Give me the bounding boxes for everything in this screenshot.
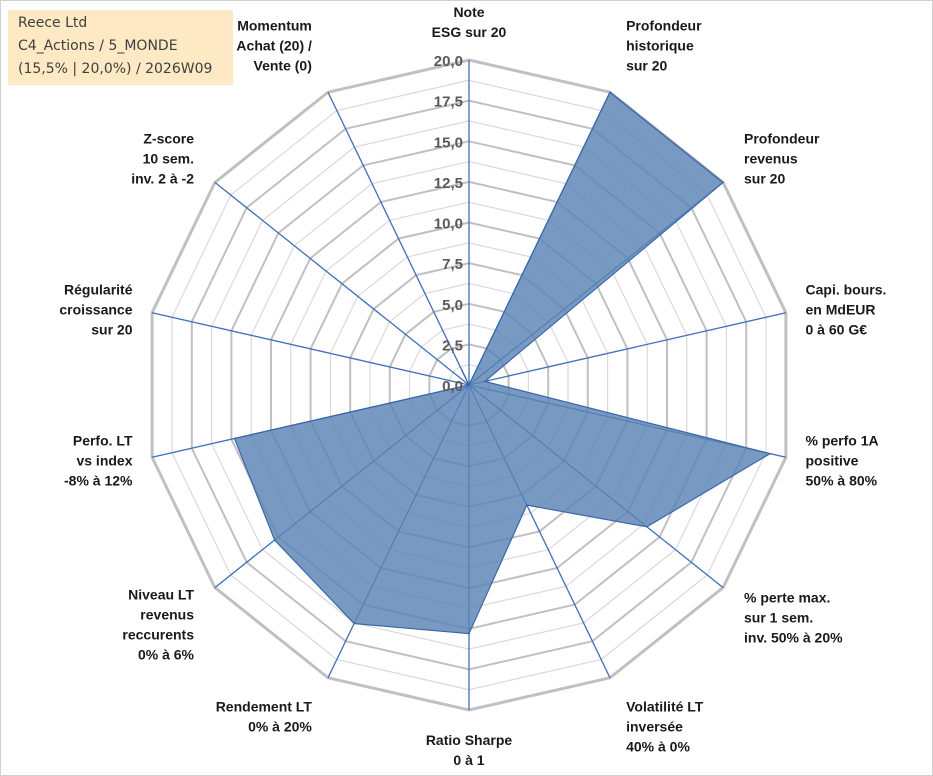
radar-axis-label-line: Capi. bours. — [806, 282, 887, 298]
radar-axis-label-line: inv. 50% à 20% — [744, 629, 843, 645]
radar-point — [484, 380, 486, 383]
radar-tick-labels: 0,0 2,5 5,0 7,5 10,0 12,5 15,0 17,5 20,0 — [434, 53, 463, 395]
radar-point — [468, 632, 470, 635]
radar-point — [461, 369, 463, 372]
radar-tick-label: 20,0 — [434, 53, 463, 70]
radar-axis-label-line: Note — [453, 4, 484, 20]
radar-axis-label-line: croissance — [59, 302, 132, 318]
radar-point — [353, 622, 355, 625]
radar-tick-label: 12,5 — [434, 175, 463, 192]
radar-axis-label-line: en MdEUR — [806, 302, 876, 318]
radar-axis-label: % perfo 1A positive 50% à 80% — [806, 432, 879, 488]
radar-axis-label: Profondeur historique sur 20 — [626, 18, 702, 74]
radar-axis-label-line: sur 1 sem. — [744, 609, 813, 625]
radar-spoke — [151, 312, 470, 386]
radar-point — [646, 526, 648, 528]
radar-axis-label-line: 0% à 20% — [248, 718, 312, 734]
radar-axis-labels: Note ESG sur 20 Profondeur historique sur 20… — [59, 4, 886, 768]
radar-axis-label-line: revenus — [140, 606, 194, 622]
radar-axis-label-line: Profondeur — [626, 18, 702, 34]
chart-title-box: Reece Ltd C4_Actions / 5_MONDE (15,5% | … — [8, 10, 233, 85]
radar-axis-label-line: 50% à 80% — [806, 472, 878, 488]
radar-axis-label-line: Z-score — [143, 131, 194, 147]
radar-spoke — [327, 91, 470, 386]
radar-axis-label-line: Régularité — [64, 282, 133, 298]
radar-axis-label: Niveau LT revenus reccurents 0% à 6% — [122, 586, 194, 662]
radar-spoke — [214, 181, 470, 386]
radar-axis-label-line: Rendement LT — [216, 698, 313, 714]
radar-axis-label-line: inv. 2 à -2 — [131, 171, 194, 187]
radar-axis-label-line: 40% à 0% — [626, 738, 690, 754]
radar-axis-label-line: inversée — [626, 718, 683, 734]
radar-axis-label-line: Achat (20) / — [236, 38, 312, 54]
radar-axis-label: Volatilité LT inversée 40% à 0% — [626, 698, 704, 754]
radar-axis-label: Profondeur revenus sur 20 — [744, 131, 820, 187]
radar-axis-label-line: % perte max. — [744, 589, 830, 605]
radar-tick-label: 10,0 — [434, 216, 463, 233]
radar-axis-label-line: vs index — [76, 452, 132, 468]
radar-axis-label-line: Profondeur — [744, 131, 820, 147]
radar-axis-label-line: Momentum — [237, 18, 312, 34]
radar-series — [233, 91, 772, 635]
radar-axis-label: Z-score 10 sem. inv. 2 à -2 — [131, 131, 194, 187]
radar-tick-label: 17,5 — [434, 94, 463, 111]
radar-axis-label-line: sur 20 — [744, 171, 785, 187]
radar-tick-label: 7,5 — [442, 256, 463, 273]
category-label: C4_Actions / 5_MONDE — [18, 38, 178, 54]
radar-axis-label-line: ESG sur 20 — [432, 24, 507, 40]
radar-axis-label: Capi. bours. en MdEUR 0 à 60 G€ — [806, 282, 887, 338]
radar-axis-label: Ratio Sharpe 0 à 1 — [426, 732, 513, 768]
radar-axis-label-line: % perfo 1A — [806, 432, 879, 448]
parameters-label: (15,5% | 20,0%) / 2026W09 — [18, 61, 213, 77]
radar-axis-label-line: 0% à 6% — [138, 646, 195, 662]
radar-axis-label-line: reccurents — [122, 626, 194, 642]
radar-axis-label: Régularité croissance sur 20 — [59, 282, 132, 338]
radar-axis-label: Note ESG sur 20 — [432, 4, 507, 40]
radar-axis-label-line: Ratio Sharpe — [426, 732, 513, 748]
radar-axis-label: Momentum Achat (20) / Vente (0) — [236, 18, 312, 74]
radar-axis-label-line: Niveau LT — [128, 586, 194, 602]
radar-axis-label: % perte max. sur 1 sem. inv. 50% à 20% — [744, 589, 843, 645]
radar-point — [769, 452, 771, 455]
company-name: Reece Ltd — [18, 15, 88, 31]
radar-axis-label-line: 0 à 60 G€ — [806, 322, 868, 338]
radar-point — [233, 437, 236, 440]
radar-tick-label: 15,0 — [434, 134, 463, 151]
radar-point — [609, 91, 611, 93]
radar-point — [526, 504, 528, 506]
radar-axis-label-line: Vente (0) — [254, 58, 312, 74]
radar-point — [468, 384, 470, 386]
radar-axis-label-line: sur 20 — [91, 322, 132, 338]
radar-axis-label-line: 0 à 1 — [453, 752, 484, 768]
radar-axis-label-line: -8% à 12% — [64, 472, 133, 488]
radar-axis-label-line: positive — [806, 452, 859, 468]
radar-axis-label-line: 10 sem. — [143, 151, 194, 167]
radar-axis-label-line: historique — [626, 38, 694, 54]
radar-series-area — [233, 91, 772, 635]
radar-axis-label-line: Perfo. LT — [73, 432, 133, 448]
radar-axis-label-line: Volatilité LT — [626, 698, 704, 714]
radar-axis-label: Perfo. LT vs index -8% à 12% — [64, 432, 133, 488]
radar-tick-label: 5,0 — [442, 297, 463, 314]
radar-tick-label: 0,0 — [442, 378, 463, 395]
radar-point — [722, 181, 724, 184]
radar-tick-label: 2,5 — [442, 337, 463, 354]
radar-axis-label: Rendement LT 0% à 20% — [216, 698, 313, 734]
radar-axis-label-line: revenus — [744, 151, 798, 167]
radar-point — [273, 539, 276, 541]
radar-spoke — [468, 312, 787, 386]
radar-axis-label-line: sur 20 — [626, 58, 667, 74]
